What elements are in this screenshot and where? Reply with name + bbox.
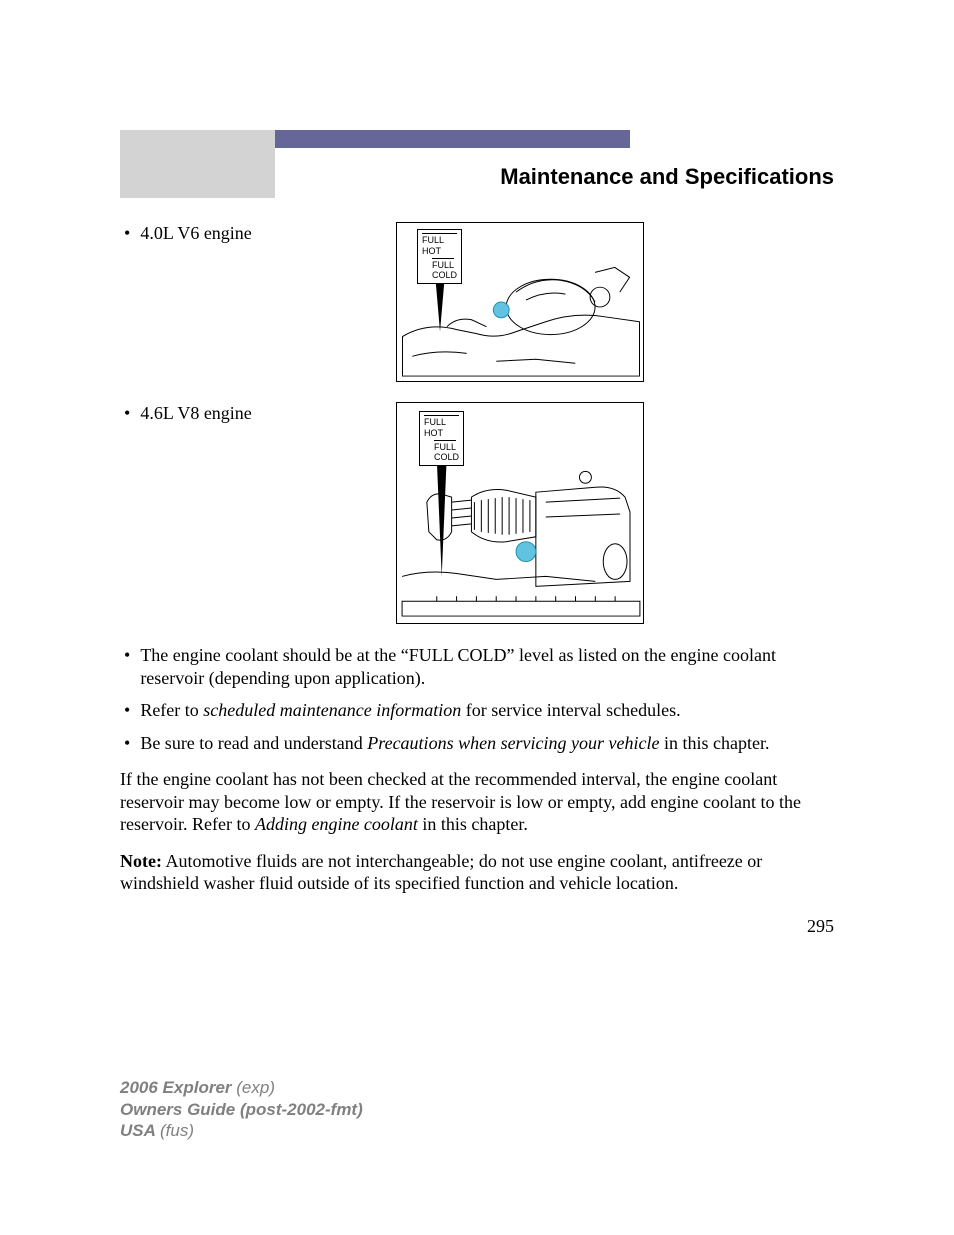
footer-line-3: USA (fus) (120, 1120, 363, 1141)
bullet-dot: • (124, 402, 130, 425)
engine-v6-row: • 4.0L V6 engine (120, 222, 834, 382)
bullet-dot: • (124, 699, 130, 722)
pointer-arrow-v8 (437, 458, 447, 576)
header-bar: Maintenance and Specifications (120, 130, 834, 198)
engine-v8-label: 4.6L V8 engine (140, 402, 251, 425)
page-number: 295 (120, 915, 834, 938)
engine-v8-row: • 4.6L V8 engine (120, 402, 834, 624)
diagram-v8: FULL HOT FULL COLD (396, 402, 644, 624)
list-item: • Be sure to read and understand Precaut… (120, 732, 834, 755)
bullet-text-2: Be sure to read and understand Precautio… (140, 732, 769, 755)
footer-line-2: Owners Guide (post-2002-fmt) (120, 1099, 363, 1120)
coolant-cap-v6 (493, 302, 509, 318)
diagram-v6: FULL HOT FULL COLD (396, 222, 644, 382)
bullet-dot: • (124, 644, 130, 667)
header-gray-block (120, 130, 275, 198)
bullet-text-1: Refer to scheduled maintenance informati… (140, 699, 680, 722)
level-label-v8: FULL HOT FULL COLD (419, 411, 464, 466)
list-item: • Refer to scheduled maintenance informa… (120, 699, 834, 722)
bullet-dot: • (124, 222, 130, 245)
bullet-dot: • (124, 732, 130, 755)
footer-line-1: 2006 Explorer (exp) (120, 1077, 363, 1098)
level-label-v6: FULL HOT FULL COLD (417, 229, 462, 284)
engine-v6-label: 4.0L V6 engine (140, 222, 251, 245)
section-title: Maintenance and Specifications (500, 164, 834, 190)
paragraph-note: Note: Automotive fluids are not intercha… (120, 850, 834, 895)
list-item: • The engine coolant should be at the “F… (120, 644, 834, 689)
coolant-cap-v8 (516, 542, 536, 562)
paragraph-coolant-check: If the engine coolant has not been check… (120, 768, 834, 836)
bullet-text-0: The engine coolant should be at the “FUL… (140, 644, 834, 689)
footer: 2006 Explorer (exp) Owners Guide (post-2… (120, 1077, 363, 1141)
bullet-list: • The engine coolant should be at the “F… (120, 644, 834, 754)
